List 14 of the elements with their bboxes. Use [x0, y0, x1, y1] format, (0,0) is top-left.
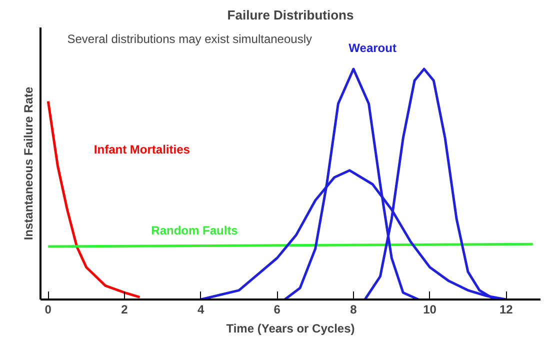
- x-tick-label: 8: [350, 302, 358, 316]
- text: Wearout: [348, 41, 396, 56]
- text: Several distributions may exist simultaneously: [67, 32, 312, 46]
- x-tick-label: 4: [197, 302, 204, 316]
- x-tick-label: 2: [121, 302, 128, 316]
- x-tick-label: 0: [44, 302, 52, 316]
- text: Infant Mortalities: [94, 142, 190, 157]
- series-label: Random Faults: [151, 223, 238, 238]
- y-axis-title: Instantaneous Failure Rate: [22, 86, 36, 240]
- x-tick-label: 6: [274, 302, 281, 316]
- chart-title: Failure Distributions: [227, 8, 354, 22]
- x-tick-label: 12: [499, 302, 514, 316]
- x-axis-title: Time (Years or Cycles): [226, 322, 355, 336]
- x-tick-label: 10: [423, 302, 437, 316]
